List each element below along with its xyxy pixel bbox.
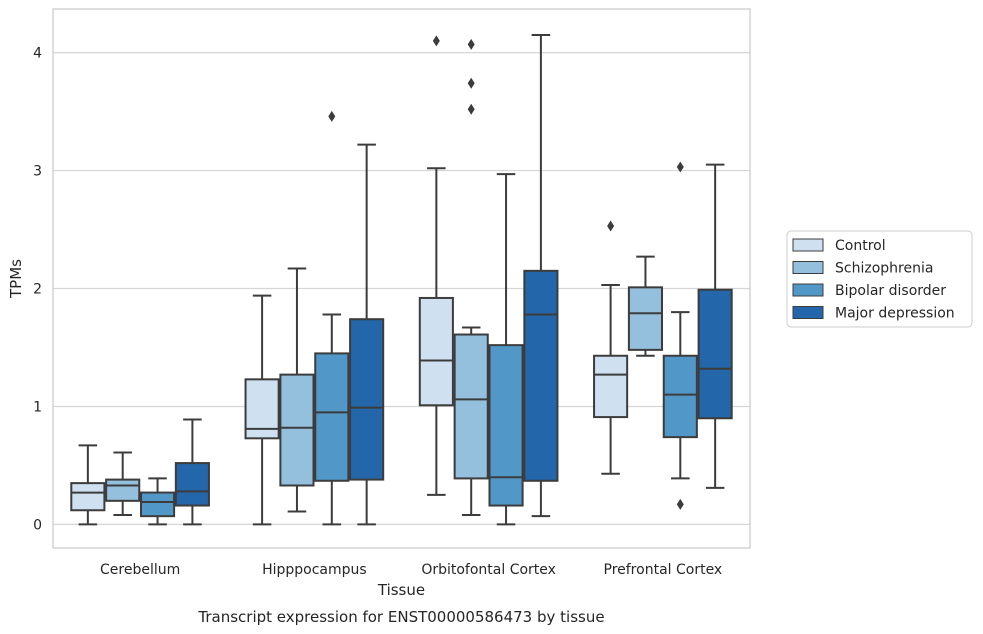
- y-tick-label: 3: [33, 164, 42, 180]
- x-tick-label: Hipppocampus: [262, 562, 367, 578]
- iqr-box: [349, 318, 385, 481]
- legend-label: Schizophrenia: [835, 261, 933, 277]
- box-control: [418, 35, 454, 496]
- iqr-box: [697, 288, 733, 420]
- legend-frame: [786, 230, 973, 328]
- y-axis-label: TPMs: [7, 259, 25, 299]
- iqr-box: [488, 344, 524, 507]
- legend-label: Major depression: [835, 306, 955, 322]
- legend-swatch: [792, 238, 824, 252]
- box-schizophrenia: [279, 267, 315, 513]
- box-schizophrenia: [453, 38, 489, 516]
- outlier-point: [676, 161, 684, 173]
- outlier-point: [676, 498, 684, 510]
- legend-swatch: [792, 261, 824, 274]
- x-tick-label: Prefrontal Cortex: [604, 562, 723, 578]
- box-major-depression: [523, 33, 559, 518]
- legend-label: Control: [835, 238, 886, 254]
- box-control: [244, 294, 280, 526]
- box-bipolar-disorder: [314, 110, 350, 526]
- outlier-point: [467, 103, 475, 115]
- iqr-box: [139, 491, 176, 518]
- box-schizophrenia: [105, 451, 141, 516]
- y-tick-label: 4: [33, 46, 42, 62]
- iqr-box: [523, 269, 559, 482]
- outlier-point: [432, 35, 440, 47]
- box-major-depression: [349, 143, 385, 526]
- legend-label: Bipolar disorder: [835, 283, 946, 299]
- box-major-depression: [174, 418, 210, 526]
- x-tick-labels: Cerebellum Hipppocampus Orbitofontal Corte…: [100, 562, 722, 578]
- outlier-point: [467, 77, 475, 89]
- y-tick-label: 0: [33, 517, 42, 533]
- box-series: [70, 33, 733, 526]
- iqr-box: [279, 373, 315, 487]
- box-bipolar-disorder: [488, 173, 524, 526]
- chart-title: Transcript expression for ENST0000058647…: [197, 608, 604, 626]
- iqr-box: [662, 354, 698, 439]
- y-tick-label: 2: [33, 282, 42, 298]
- box-bipolar-disorder: [139, 477, 176, 526]
- y-tick-labels: 0 1 2 3 4: [33, 46, 42, 534]
- box-major-depression: [697, 163, 733, 489]
- iqr-box: [453, 333, 489, 480]
- x-tick-label: Cerebellum: [100, 562, 180, 578]
- legend-swatch: [792, 306, 824, 319]
- plot-frame: [52, 8, 751, 549]
- iqr-box: [627, 286, 664, 351]
- iqr-box: [70, 482, 106, 512]
- outlier-point: [467, 38, 475, 50]
- box-schizophrenia: [627, 255, 664, 357]
- iqr-box: [314, 352, 350, 482]
- box-control: [70, 444, 106, 526]
- iqr-box: [174, 462, 210, 507]
- iqr-box: [105, 478, 141, 502]
- x-axis-label: Tissue: [377, 581, 425, 599]
- gridlines: [53, 52, 750, 526]
- y-tick-label: 1: [33, 399, 42, 415]
- legend: Control Schizophrenia Bipolar disorder Majo…: [786, 230, 973, 328]
- legend-swatch: [792, 283, 824, 297]
- outlier-point: [328, 110, 336, 122]
- outlier-point: [607, 220, 615, 232]
- iqr-box: [593, 354, 629, 419]
- box-control: [593, 220, 629, 475]
- x-tick-label: Orbitofontal Cortex: [421, 562, 556, 578]
- iqr-box: [418, 296, 454, 407]
- box-bipolar-disorder: [662, 161, 698, 510]
